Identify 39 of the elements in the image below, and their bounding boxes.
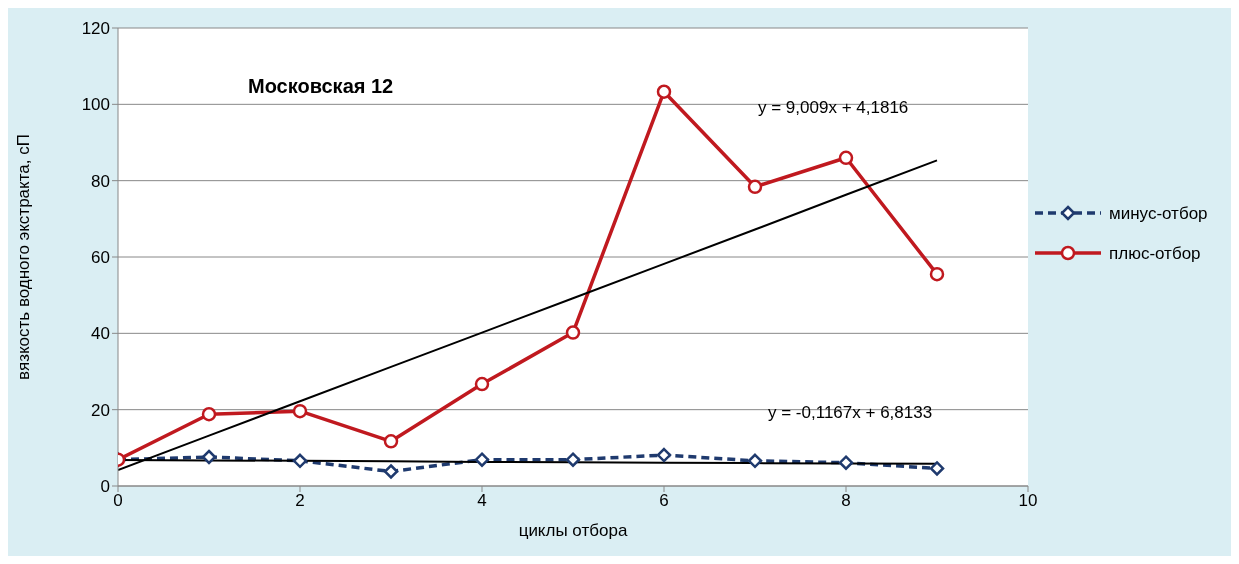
point — [747, 453, 763, 469]
x-tick-label: 10 — [1018, 491, 1038, 511]
point — [656, 84, 672, 99]
x-tick-label: 4 — [477, 491, 487, 511]
point — [656, 447, 672, 463]
annotation: y = -0,1167x + 6,8133 — [768, 403, 933, 422]
x-tick-label: 6 — [659, 491, 669, 511]
point — [929, 266, 945, 282]
y-tick-label: 0 — [100, 477, 110, 497]
x-tick-label: 8 — [841, 491, 851, 511]
x-axis-title: циклы отбора — [518, 521, 628, 540]
point — [565, 325, 581, 340]
text: Московская 12 — [248, 75, 394, 97]
point — [201, 449, 217, 465]
y-tick-label: 40 — [91, 324, 110, 344]
y-tick-label: 120 — [81, 19, 110, 39]
point — [383, 464, 399, 479]
point — [838, 455, 854, 470]
point — [201, 407, 217, 422]
point — [838, 150, 854, 166]
annotation: y = 9,009x + 4,1816 — [758, 98, 909, 117]
point — [565, 452, 581, 467]
line-series — [118, 159, 938, 471]
y-tick-label: 80 — [91, 171, 110, 191]
point — [292, 403, 308, 419]
y-tick-label: 20 — [91, 400, 110, 420]
x-tick-label: 0 — [113, 491, 123, 511]
legend-label: плюс-отбор — [1109, 243, 1202, 265]
y-axis-title: вязкость водного экстракта, сП — [14, 134, 34, 380]
point — [474, 452, 490, 467]
point — [747, 179, 763, 195]
point — [929, 461, 945, 476]
legend-label: минус-отбор — [1109, 203, 1209, 225]
point — [292, 453, 308, 469]
y-tick-label: 100 — [81, 95, 110, 115]
point — [474, 376, 490, 392]
x-tick-label: 2 — [295, 491, 305, 511]
y-tick-label: 60 — [91, 248, 110, 268]
point — [383, 434, 399, 449]
